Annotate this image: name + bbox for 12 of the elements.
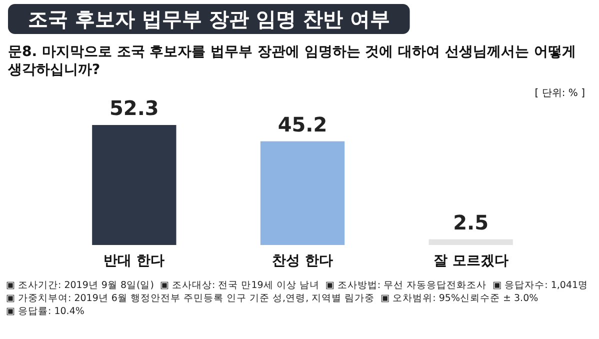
- text: ▣ 가중치부여: 2019년 6월 행정안전부 주민등록 인구 기준 성,연령, 지역별 림가중 ▣ 오차범위: 95%신뢰수준 ± 3.0%: [6, 293, 538, 304]
- chart-subtitle: 문8. 마지막으로 조국 후보자를 법무부 장관에 임명하는 것에 대하여 선생님께서는 어떻게 생각하십니까?: [7, 44, 576, 78]
- x-tick-label: 반대 한다: [104, 253, 165, 269]
- data-label: 52.3: [109, 96, 159, 120]
- x-tick-label: 찬성 한다: [272, 253, 333, 269]
- text: ▣ 응답률: 10.4%: [6, 306, 84, 317]
- data-label: 2.5: [453, 210, 489, 234]
- text: ▣ 조사기간: 2019년 9월 8일(일) ▣ 조사대상: 전국 만19세 이상 남녀 ▣ 조사방법: 무선 자동응답전화조사 ▣ 응답자수: 1,041명: [6, 280, 588, 291]
- y-axis-title: [ 단위: % ]: [534, 88, 586, 99]
- chart-title: 조국 후보자 법무부 장관 임명 찬반 여부: [28, 7, 390, 31]
- data-label: 45.2: [278, 112, 328, 136]
- x-tick-label: 잘 모르겠다: [433, 253, 508, 269]
